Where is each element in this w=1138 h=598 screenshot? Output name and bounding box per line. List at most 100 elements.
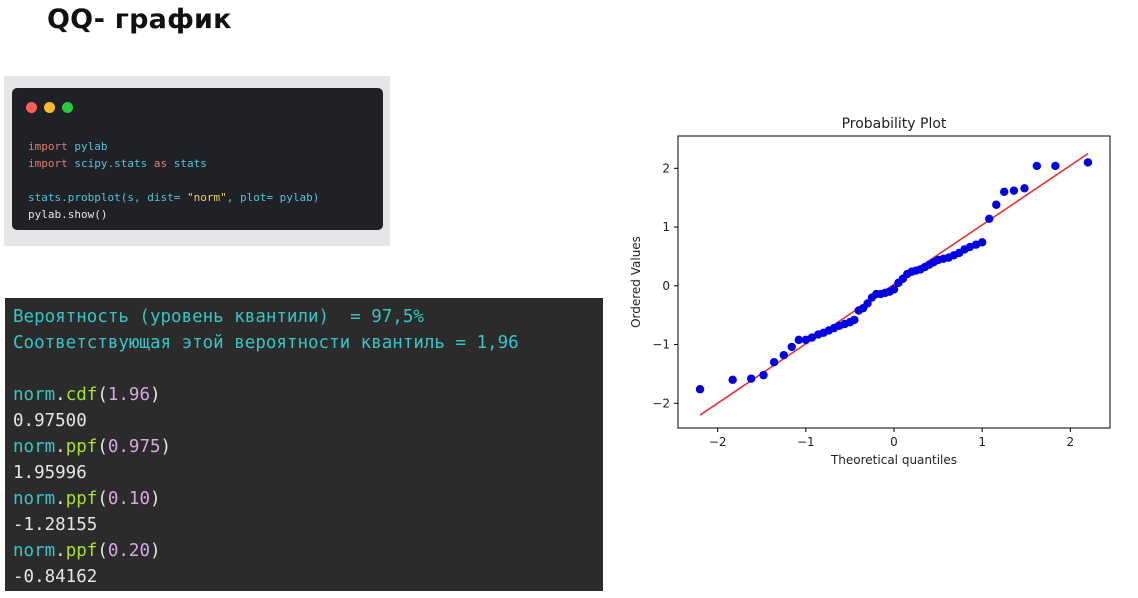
x-axis-label: Theoretical quantiles	[830, 453, 957, 467]
code-block: import pylab import scipy.stats as stats s…	[28, 138, 319, 223]
chart-svg: Probability Plot −2 −1 0 1 2 −2 −1 0 1 2 Theoretica…	[629, 116, 1111, 467]
console-token: ppf	[65, 541, 98, 561]
console-token: .	[55, 437, 66, 457]
console-lines: Вероятность (уровень квантили) = 97,5% Со…	[13, 304, 519, 590]
data-point	[746, 374, 756, 383]
console-token: norm	[13, 489, 56, 509]
console-line: norm.ppf(0.20)	[13, 538, 519, 564]
console-line: Соответствующая этой вероятности квантил…	[13, 330, 519, 356]
code-token: stats.probplot(s, dist=	[28, 191, 187, 204]
code-line: import pylab	[28, 138, 319, 155]
console-token: )	[150, 541, 161, 561]
data-point	[695, 385, 705, 394]
console-token: norm	[13, 437, 56, 457]
data-point	[1083, 158, 1093, 167]
console-token: -0.84162	[13, 567, 98, 587]
data-point	[1051, 161, 1060, 171]
code-token: as	[153, 157, 168, 170]
code-window: import pylab import scipy.stats as stats s…	[12, 88, 383, 230]
data-point	[850, 315, 859, 325]
data-point	[1032, 161, 1042, 171]
console-token: .	[55, 489, 66, 509]
console-token: cdf	[65, 385, 98, 405]
console-output: Вероятность (уровень квантили) = 97,5% Со…	[5, 298, 603, 591]
console-line: Вероятность (уровень квантили) = 97,5%	[13, 304, 519, 330]
console-token: ppf	[65, 489, 98, 509]
x-tick-label: 2	[1067, 435, 1075, 449]
code-token: scipy.stats	[67, 157, 154, 170]
console-token: )	[150, 489, 161, 509]
console-token: 1.96	[107, 385, 151, 405]
y-axis-label: Ordered Values	[629, 236, 643, 328]
code-line: pylab.show()	[28, 206, 319, 223]
console-line: 1.95996	[13, 460, 519, 486]
data-point	[1020, 184, 1029, 193]
data-point	[992, 200, 1001, 209]
y-tick-label: 1	[662, 220, 670, 234]
data-point	[728, 375, 737, 385]
code-line	[28, 172, 319, 189]
console-line: norm.cdf(1.96)	[13, 382, 519, 408]
data-point	[1009, 186, 1019, 195]
chart-title: Probability Plot	[842, 116, 947, 132]
console-token: 0.975	[107, 437, 161, 457]
console-token: Соответствующая этой вероятности квантил…	[13, 333, 519, 353]
code-token: import	[28, 157, 68, 170]
code-token: "norm"	[186, 191, 227, 204]
code-token: pylab.show()	[28, 208, 108, 221]
console-token: ppf	[65, 437, 98, 457]
console-token: (	[97, 385, 108, 405]
data-point	[794, 335, 803, 345]
console-token: 0.20	[107, 541, 151, 561]
console-token: (	[97, 437, 108, 457]
x-tick-label: −1	[797, 435, 815, 449]
maximize-dot-icon	[62, 102, 73, 113]
data-point	[889, 285, 899, 294]
data-point	[1000, 187, 1009, 197]
code-token: stats	[167, 157, 207, 170]
console-line: -1.28155	[13, 512, 519, 538]
console-line: norm.ppf(0.10)	[13, 486, 519, 512]
console-line: 0.97500	[13, 408, 519, 434]
data-point	[863, 299, 872, 308]
console-token: )	[150, 385, 161, 405]
console-token: -1.28155	[13, 515, 98, 535]
console-token: 1.95996	[13, 463, 87, 483]
console-line: norm.ppf(0.975)	[13, 434, 519, 460]
console-token: (	[97, 489, 108, 509]
code-line: stats.probplot(s, dist= "norm", plot= py…	[28, 189, 319, 206]
data-point	[787, 342, 796, 352]
y-tick-label: 2	[662, 161, 670, 175]
x-tick-label: −2	[709, 435, 727, 449]
y-tick-label: 0	[662, 279, 670, 293]
x-tick-label: 1	[978, 435, 986, 449]
console-token: 0.97500	[13, 411, 87, 431]
console-token: )	[160, 437, 172, 457]
plot-area-frame	[677, 135, 1111, 429]
y-tick-label: −1	[652, 338, 670, 352]
data-point	[769, 357, 779, 367]
console-line	[13, 356, 519, 382]
code-token: import	[28, 140, 68, 153]
data-point	[779, 350, 788, 360]
close-dot-icon	[26, 102, 37, 113]
console-token: 0.10	[107, 489, 151, 509]
probability-plot: Probability Plot −2 −1 0 1 2 −2 −1 0 1 2 Theoretica…	[620, 108, 1120, 478]
code-token: , plot= pylab)	[226, 191, 320, 204]
page-title: QQ- график	[47, 4, 232, 35]
console-token: norm	[13, 541, 56, 561]
console-token: norm	[13, 385, 56, 405]
fit-line	[699, 152, 1089, 416]
x-tick-label: 0	[890, 435, 898, 449]
console-line: -0.84162	[13, 564, 519, 590]
console-token: (	[97, 541, 108, 561]
data-point	[985, 214, 994, 224]
code-token: pylab	[67, 140, 108, 153]
console-token: .	[55, 541, 66, 561]
code-line: import scipy.stats as stats	[28, 155, 319, 172]
data-point	[759, 370, 768, 380]
console-token: .	[55, 385, 66, 405]
minimize-dot-icon	[44, 102, 55, 113]
console-token: Вероятность (уровень квантили) = 97,5%	[13, 307, 424, 327]
data-point	[977, 238, 987, 247]
